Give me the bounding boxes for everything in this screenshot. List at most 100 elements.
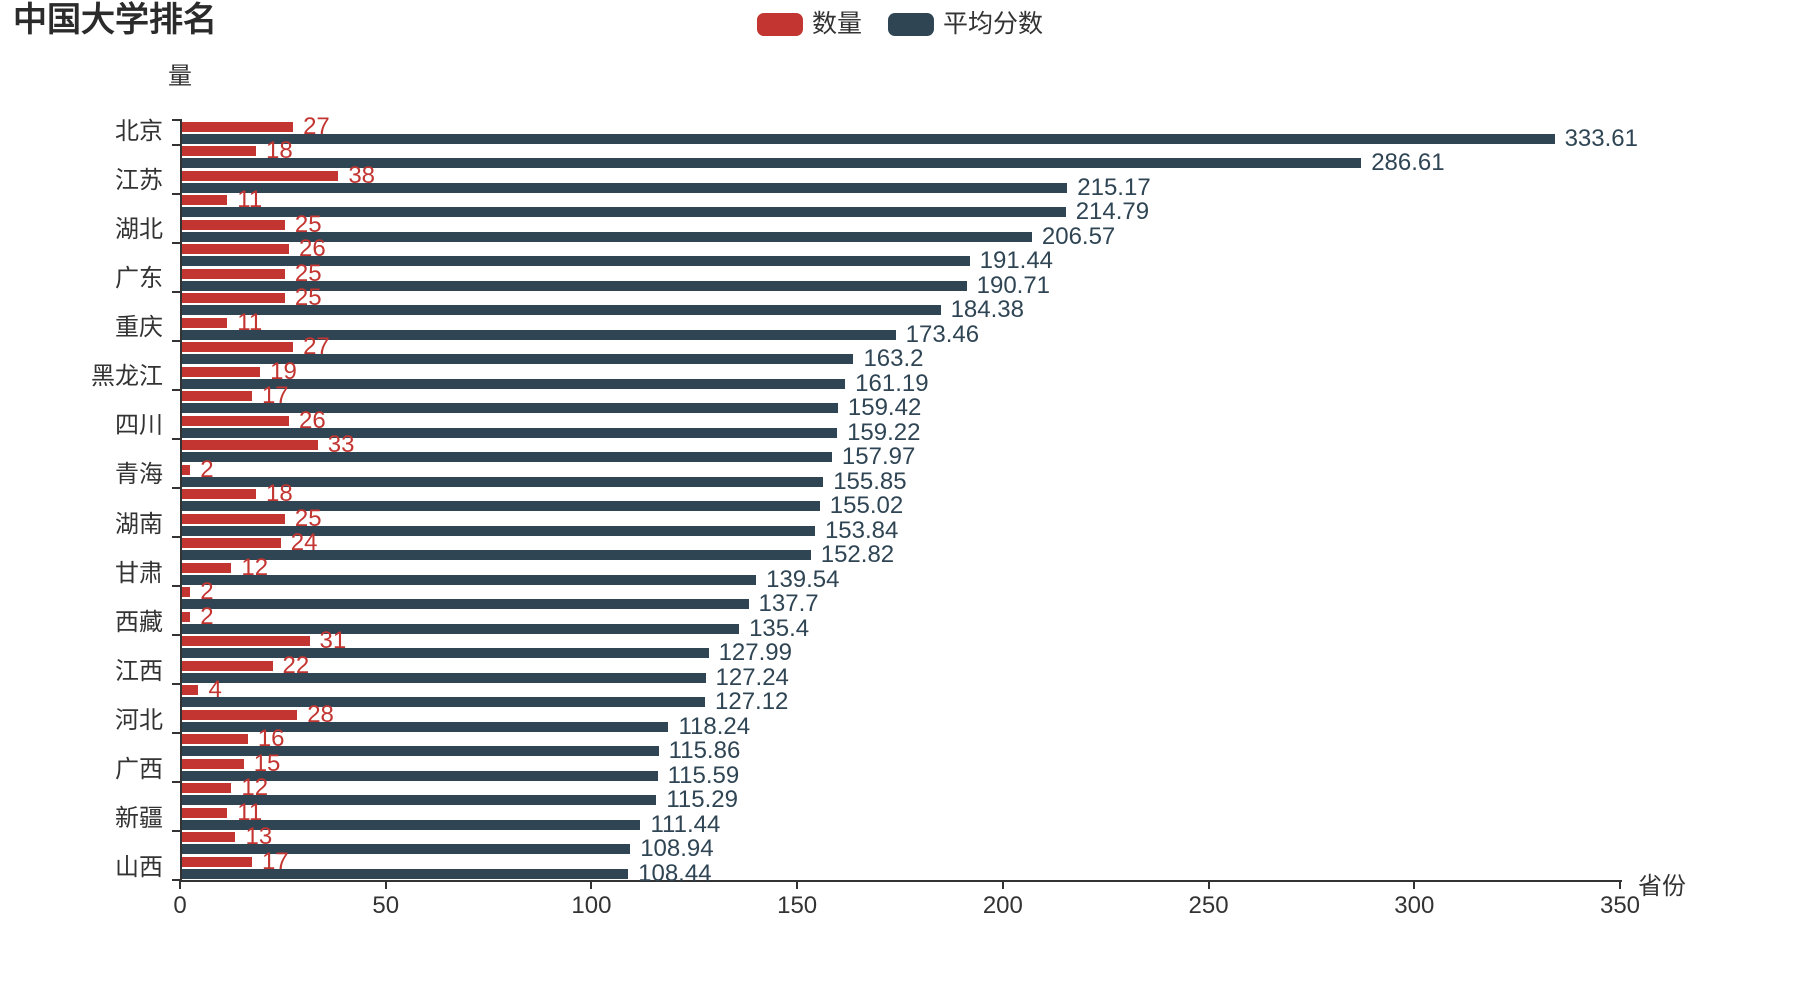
bar-score xyxy=(182,182,1068,193)
bar-quantity xyxy=(182,562,232,573)
bar-score xyxy=(182,231,1032,242)
x-axis-tick-label: 100 xyxy=(571,892,612,919)
bar-score-label: 115.29 xyxy=(666,786,738,814)
bar-score xyxy=(182,648,709,659)
bar-score-label: 161.19 xyxy=(855,369,929,397)
bar-score-label: 118.24 xyxy=(678,712,751,740)
chart-title: 中国大学排名 xyxy=(13,1,217,39)
bar-score xyxy=(182,623,740,634)
bar-score xyxy=(182,280,967,291)
y-axis-label: 青海 xyxy=(115,461,163,489)
x-axis-tick xyxy=(1001,880,1004,889)
y-axis-label: 四川 xyxy=(115,412,163,440)
y-axis-label: 黑龙江 xyxy=(91,363,163,391)
x-axis-tick xyxy=(384,880,387,889)
bar-score xyxy=(182,378,846,389)
bar-score-label: 157.97 xyxy=(841,443,916,471)
average-score-swatch-icon xyxy=(888,12,934,36)
bar-quantity xyxy=(182,636,310,647)
bar-quantity xyxy=(182,293,285,304)
y-axis-tick xyxy=(172,119,182,121)
bar-score xyxy=(182,476,824,487)
y-axis-label: 西藏 xyxy=(115,608,163,636)
bar-quantity xyxy=(182,121,294,132)
bar-quantity xyxy=(182,342,294,353)
bar-quantity xyxy=(182,611,191,622)
y-axis-name: 量 xyxy=(168,63,192,90)
bar-score-label: 139.54 xyxy=(766,565,840,593)
bar-quantity xyxy=(182,366,261,377)
y-axis-tick xyxy=(172,192,182,195)
bar-score xyxy=(182,452,832,463)
bar-quantity-label: 2 xyxy=(200,578,214,606)
bar-quantity xyxy=(182,783,232,794)
y-axis-label: 江苏 xyxy=(115,167,163,195)
bar-score-label: 159.42 xyxy=(847,394,922,422)
y-axis-label: 北京 xyxy=(115,118,163,146)
x-axis-tick-label: 250 xyxy=(1188,892,1229,919)
bar-score xyxy=(182,158,1362,169)
x-axis-tick xyxy=(1413,880,1416,889)
bar-quantity xyxy=(182,219,285,230)
bar-quantity xyxy=(182,513,285,524)
y-axis-label: 河北 xyxy=(115,706,163,734)
bar-score-label: 333.61 xyxy=(1564,124,1638,152)
y-axis-label: 湖南 xyxy=(115,510,163,538)
bar-score-label: 115.59 xyxy=(667,761,740,789)
bar-score-label: 155.85 xyxy=(833,467,907,495)
legend-item-average-score[interactable]: 平均分数 xyxy=(888,10,1043,38)
bar-quantity xyxy=(182,244,289,255)
x-axis-tick xyxy=(1619,880,1621,889)
y-axis-tick xyxy=(172,879,182,881)
y-axis-label: 湖北 xyxy=(115,216,163,244)
bar-score xyxy=(182,721,669,732)
bar-score-label: 111.44 xyxy=(650,810,721,838)
x-axis-tick-label: 0 xyxy=(173,892,187,919)
bar-quantity xyxy=(182,832,236,843)
bar-score xyxy=(182,746,659,757)
y-axis-label: 重庆 xyxy=(115,314,163,342)
x-axis-tick-label: 350 xyxy=(1599,892,1641,919)
bar-score-label: 184.38 xyxy=(950,296,1024,324)
bar-score xyxy=(182,550,811,561)
x-axis-name: 省份 xyxy=(1638,873,1686,900)
bar-score xyxy=(182,770,658,781)
bar-score xyxy=(182,133,1555,144)
x-axis-tick-label: 150 xyxy=(777,892,818,919)
bar-quantity-label: 2 xyxy=(200,602,214,630)
bar-score-label: 115.86 xyxy=(668,737,741,765)
bar-quantity xyxy=(182,685,199,696)
y-axis-label: 甘肃 xyxy=(115,559,163,587)
y-axis-tick xyxy=(172,437,182,440)
x-axis-tick xyxy=(179,880,181,889)
bar-quantity xyxy=(182,709,298,720)
y-axis-label: 江西 xyxy=(115,657,163,685)
y-axis-tick xyxy=(172,339,182,342)
legend-label-average-score: 平均分数 xyxy=(943,10,1044,38)
bar-quantity xyxy=(182,440,318,451)
x-axis: 0 50 100 150 200 250 300 350 xyxy=(173,880,1640,920)
y-axis-tick xyxy=(172,633,182,636)
y-axis-label: 广东 xyxy=(115,265,163,293)
y-axis-label: 广西 xyxy=(115,755,163,783)
bar-quantity xyxy=(182,170,339,181)
bar-quantity xyxy=(182,317,228,328)
bar-quantity xyxy=(182,415,289,426)
bar-score-label: 127.99 xyxy=(718,639,792,667)
x-axis-tick-label: 300 xyxy=(1394,892,1435,919)
y-axis-tick xyxy=(172,388,182,391)
legend-item-quantity[interactable]: 数量 xyxy=(756,10,862,38)
bar-score xyxy=(182,256,970,267)
bar-score-label: 108.44 xyxy=(638,859,712,887)
y-axis-tick xyxy=(172,143,182,146)
y-axis-tick xyxy=(172,241,182,244)
bar-quantity xyxy=(182,807,228,818)
bar-quantity xyxy=(182,489,257,500)
y-axis-tick xyxy=(172,780,182,783)
x-axis-tick-label: 50 xyxy=(372,892,400,919)
x-axis-tick xyxy=(796,880,799,889)
bar-quantity xyxy=(182,538,281,549)
bar-score-label: 153.84 xyxy=(824,516,899,544)
bar-quantity xyxy=(182,660,273,671)
